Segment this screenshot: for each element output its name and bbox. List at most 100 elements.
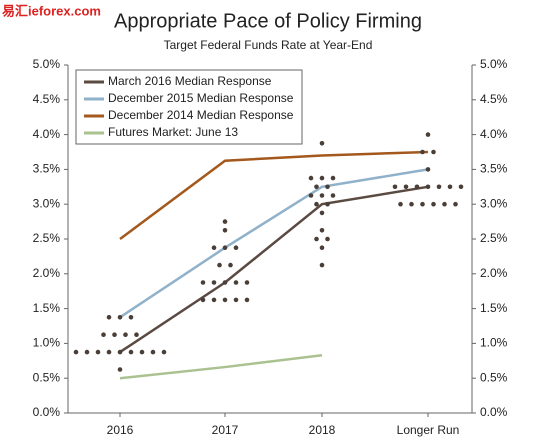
y-tick-label: 1.5%	[33, 301, 61, 315]
dot	[330, 193, 336, 198]
dot	[117, 349, 123, 355]
x-tick-label: Longer Run	[397, 423, 460, 437]
y2-tick-label: 2.0%	[480, 266, 508, 280]
legend-box	[75, 69, 303, 145]
dot	[319, 175, 325, 181]
dot	[319, 245, 325, 250]
y2-tick-label: 1.0%	[480, 336, 508, 350]
dot	[325, 201, 330, 207]
y2-tick-label: 1.5%	[480, 301, 508, 315]
series-line	[119, 150, 429, 241]
dot	[314, 201, 319, 207]
dot	[392, 184, 398, 190]
dot	[314, 236, 319, 242]
dot	[458, 184, 464, 190]
dot	[222, 245, 228, 250]
dot	[233, 245, 239, 250]
dot	[200, 280, 206, 285]
dot	[431, 149, 436, 155]
dot	[222, 219, 228, 224]
dot	[222, 297, 228, 303]
dot	[314, 184, 319, 190]
y-tick-label: 2.0%	[33, 266, 61, 280]
dot	[222, 280, 228, 285]
dot	[211, 297, 217, 303]
chart-subtitle: Target Federal Funds Rate at Year-End	[164, 38, 373, 52]
watermark: 易汇ieforex.com	[2, 3, 101, 18]
series-line	[119, 353, 323, 380]
dot	[425, 184, 431, 190]
dot	[233, 297, 239, 303]
dot	[95, 349, 101, 355]
dot	[319, 210, 325, 216]
dot	[442, 201, 447, 207]
dot	[308, 193, 314, 198]
dot	[244, 297, 250, 303]
dot	[128, 349, 134, 355]
dot	[123, 332, 128, 338]
y2-tick-label: 4.5%	[480, 92, 508, 106]
dot	[200, 297, 206, 303]
dot	[436, 184, 442, 190]
dot	[308, 175, 314, 181]
dot	[414, 184, 420, 190]
dot	[319, 141, 325, 146]
y2-tick-label: 0.5%	[480, 370, 508, 384]
dot	[128, 315, 134, 320]
dot	[84, 349, 90, 355]
dot	[420, 201, 425, 207]
y2-tick-label: 5.0%	[480, 57, 508, 71]
legend-label: Futures Market: June 13	[108, 125, 238, 139]
dot	[222, 228, 228, 233]
dot	[117, 367, 123, 372]
y-tick-label: 3.0%	[33, 196, 61, 210]
dot	[330, 175, 336, 181]
legend-label: March 2016 Median Response	[108, 74, 272, 88]
dot	[244, 280, 250, 285]
dot	[398, 201, 403, 207]
dot	[403, 184, 409, 190]
chart-title: Appropriate Pace of Policy Firming	[114, 10, 422, 32]
y2-tick-label: 2.5%	[480, 231, 508, 245]
series-line	[119, 168, 429, 319]
dot	[106, 315, 112, 320]
y-tick-label: 3.5%	[33, 162, 61, 176]
dot	[425, 132, 431, 137]
y-tick-label: 0.0%	[33, 405, 61, 419]
y2-tick-label: 3.5%	[480, 162, 508, 176]
dot	[211, 245, 217, 250]
dot	[211, 280, 217, 285]
dot	[319, 193, 325, 198]
y2-tick-label: 3.0%	[480, 196, 508, 210]
y-tick-label: 5.0%	[33, 57, 61, 71]
dot	[150, 349, 156, 355]
dot	[233, 280, 239, 285]
dot	[325, 184, 330, 190]
y-tick-label: 1.0%	[33, 336, 61, 350]
dot	[431, 201, 436, 207]
dot	[217, 262, 222, 268]
dot	[101, 332, 106, 338]
y2-tick-label: 4.0%	[480, 127, 508, 141]
dot	[117, 315, 123, 320]
dot	[325, 236, 330, 242]
dot	[112, 332, 117, 338]
y-tick-label: 4.0%	[33, 127, 61, 141]
x-tick-label: 2016	[107, 423, 134, 437]
dot	[134, 332, 139, 338]
legend-label: December 2015 Median Response	[108, 91, 294, 105]
y-tick-label: 2.5%	[33, 231, 61, 245]
dot	[420, 149, 425, 155]
legend-label: December 2014 Median Response	[108, 108, 294, 122]
y-tick-label: 0.5%	[33, 370, 61, 384]
x-tick-label: 2017	[212, 423, 239, 437]
dot	[106, 349, 112, 355]
dot	[453, 201, 458, 207]
y-tick-label: 4.5%	[33, 92, 61, 106]
dot	[409, 201, 414, 207]
series-line	[119, 185, 429, 354]
dot	[73, 349, 79, 355]
dot	[228, 262, 233, 268]
dot	[425, 167, 431, 172]
